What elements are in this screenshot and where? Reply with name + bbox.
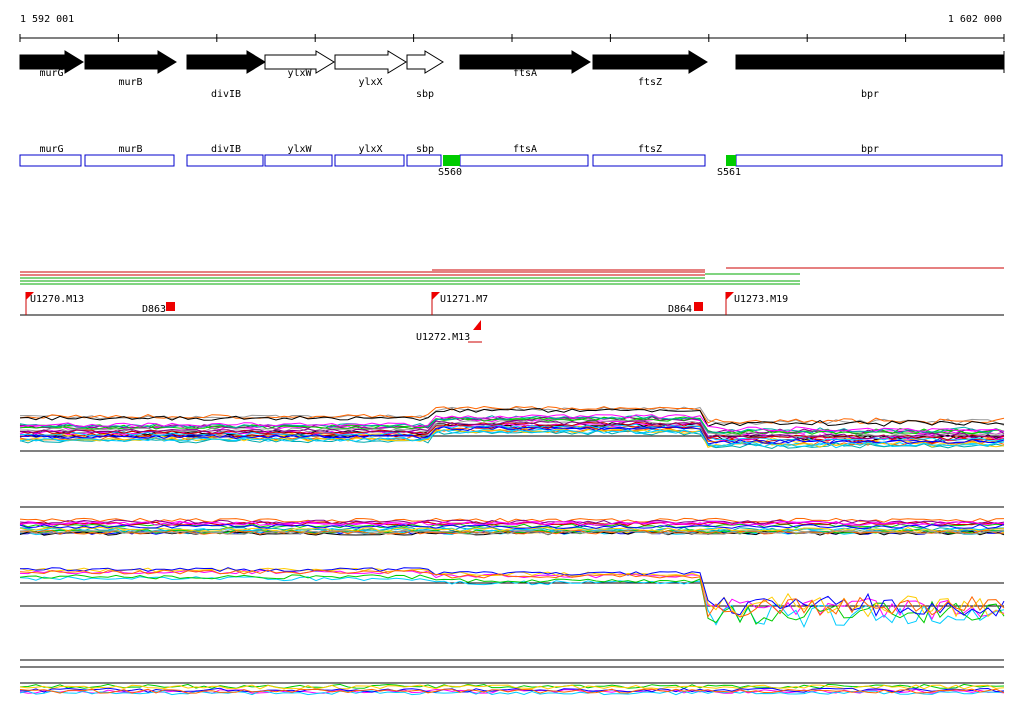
- expression-trace: [19, 567, 1005, 618]
- site-marker: [726, 155, 736, 166]
- expression-trace: [19, 523, 1005, 529]
- expression-trace: [19, 690, 1005, 696]
- gene-arrow: [592, 50, 708, 74]
- gene-box: [264, 154, 333, 167]
- gene-arrow: [735, 51, 1005, 73]
- expression-trace: [19, 569, 1005, 618]
- expression-trace: [19, 421, 1005, 441]
- feature-label: D864: [668, 304, 692, 315]
- feature-box: [694, 302, 703, 311]
- gene-box-label: sbp: [416, 144, 434, 155]
- expression-trace: [19, 420, 1005, 440]
- expression-trace: [19, 683, 1005, 689]
- gene-label: ylxX: [358, 77, 382, 88]
- gene-box: [334, 154, 405, 167]
- expression-trace: [19, 684, 1005, 690]
- feature-label: U1273.M19: [734, 294, 788, 305]
- gene-arrow: [186, 50, 266, 74]
- gene-box: [84, 154, 175, 167]
- expression-trace: [19, 567, 1005, 617]
- gene-arrow: [19, 50, 84, 74]
- gene-label: sbp: [416, 89, 434, 100]
- site-label: S560: [438, 167, 462, 178]
- gene-label: murG: [39, 68, 63, 79]
- gene-box-label: murG: [39, 144, 63, 155]
- gene-box: [406, 154, 442, 167]
- feature-flag: [432, 292, 440, 300]
- feature-label: U1271.M7: [440, 294, 488, 305]
- gene-box: [459, 154, 589, 167]
- gene-box: [19, 154, 82, 167]
- expression-trace: [19, 416, 1005, 436]
- expression-trace: [19, 528, 1005, 534]
- feature-flag: [26, 292, 34, 300]
- gene-box-label: ylxX: [358, 144, 382, 155]
- expression-trace: [19, 529, 1005, 535]
- expression-trace: [19, 408, 1005, 427]
- gene-box: [735, 154, 1003, 167]
- expression-trace: [19, 430, 1005, 450]
- end-coordinate: 1 602 000: [948, 14, 1002, 25]
- expression-trace: [19, 574, 1005, 625]
- gene-arrow: [459, 50, 591, 74]
- expression-trace: [19, 688, 1005, 694]
- feature-label: U1272.M13: [416, 332, 470, 343]
- expression-trace: [19, 426, 1005, 445]
- feature-label: U1270.M13: [30, 294, 84, 305]
- gene-box-label: murB: [118, 144, 142, 155]
- gene-label: murB: [118, 77, 142, 88]
- gene-label: bpr: [861, 89, 879, 100]
- feature-flag: [473, 320, 481, 330]
- start-coordinate: 1 592 001: [20, 14, 74, 25]
- gene-box-label: bpr: [861, 144, 879, 155]
- expression-trace: [19, 423, 1005, 443]
- gene-box-label: ylxW: [287, 144, 312, 155]
- gene-arrow: [264, 50, 335, 74]
- gene-label: divIB: [211, 89, 241, 100]
- expression-trace: [19, 429, 1005, 449]
- expression-trace: [19, 526, 1005, 532]
- gene-label: ylxW: [287, 68, 312, 79]
- gene-box-label: ftsZ: [638, 144, 662, 155]
- site-marker: [443, 155, 460, 166]
- site-label: S561: [717, 167, 741, 178]
- gene-arrow: [334, 50, 407, 74]
- gene-box-label: divIB: [211, 144, 241, 155]
- expression-trace: [19, 520, 1005, 526]
- feature-box: [166, 302, 175, 311]
- gene-label: ftsA: [513, 68, 537, 79]
- expression-trace: [19, 576, 1005, 628]
- gene-box: [186, 154, 264, 167]
- feature-flag: [726, 292, 734, 300]
- gene-arrow: [84, 50, 177, 74]
- expression-trace: [19, 414, 1005, 433]
- track-borders: [20, 435, 1004, 684]
- feature-label: D863: [142, 304, 166, 315]
- expression-trace: [19, 517, 1005, 523]
- gene-box: [592, 154, 706, 167]
- gene-box-label: ftsA: [513, 144, 537, 155]
- gene-arrow: [406, 50, 444, 74]
- gene-label: ftsZ: [638, 77, 662, 88]
